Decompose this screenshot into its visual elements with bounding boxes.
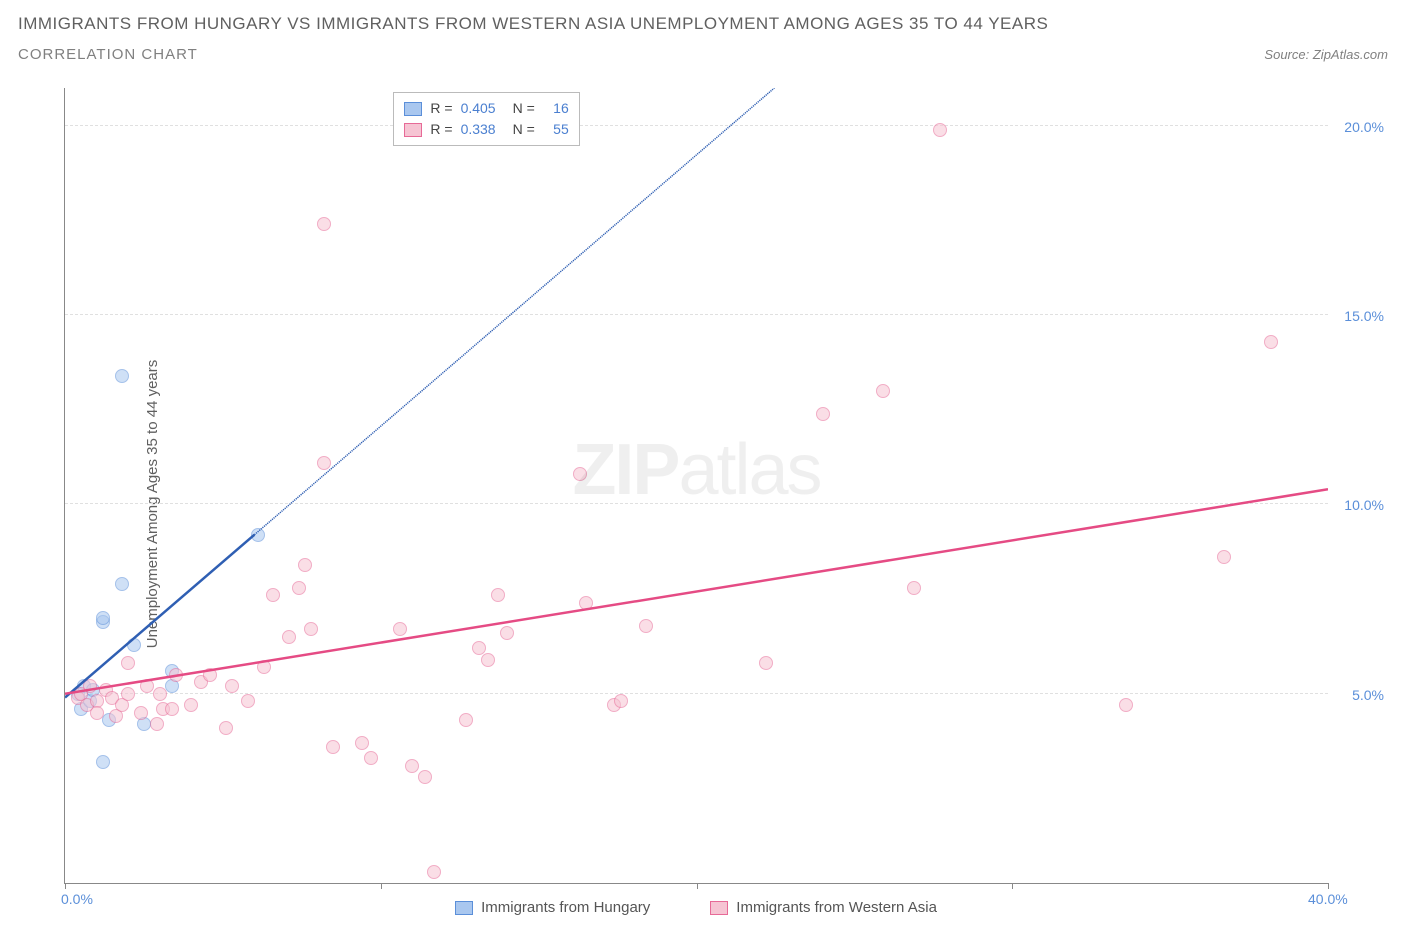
legend-label: Immigrants from Western Asia: [736, 899, 937, 916]
x-tick: [1328, 883, 1329, 889]
data-point: [127, 638, 141, 652]
data-point: [573, 467, 587, 481]
data-point: [282, 630, 296, 644]
y-tick-label: 10.0%: [1344, 497, 1384, 513]
y-tick-label: 15.0%: [1344, 308, 1384, 324]
chart-title: IMMIGRANTS FROM HUNGARY VS IMMIGRANTS FR…: [18, 12, 1388, 36]
data-point: [153, 687, 167, 701]
data-point: [1217, 550, 1231, 564]
x-tick: [1012, 883, 1013, 889]
data-point: [481, 653, 495, 667]
legend-r-value: 0.405: [461, 98, 505, 119]
data-point: [393, 622, 407, 636]
legend-row: R = 0.338 N = 55: [404, 119, 568, 140]
data-point: [933, 123, 947, 137]
data-point: [96, 755, 110, 769]
data-point: [614, 694, 628, 708]
data-point: [184, 698, 198, 712]
x-tick: [697, 883, 698, 889]
data-point: [298, 558, 312, 572]
data-point: [579, 596, 593, 610]
data-point: [491, 588, 505, 602]
chart-subtitle: CORRELATION CHART: [18, 46, 198, 63]
data-point: [225, 679, 239, 693]
data-point: [1119, 698, 1133, 712]
legend-r-label: R =: [430, 98, 452, 119]
chart-container: Unemployment Among Ages 35 to 44 years Z…: [18, 88, 1388, 920]
gridline: [65, 503, 1328, 504]
data-point: [355, 736, 369, 750]
data-point: [90, 706, 104, 720]
data-point: [241, 694, 255, 708]
legend-r-label: R =: [430, 119, 452, 140]
watermark: ZIPatlas: [572, 429, 820, 511]
legend-n-label: N =: [513, 98, 535, 119]
data-point: [165, 702, 179, 716]
data-point: [121, 656, 135, 670]
data-point: [418, 770, 432, 784]
data-point: [500, 626, 514, 640]
legend-swatch: [455, 901, 473, 915]
correlation-legend: R = 0.405 N = 16 R = 0.338 N = 55: [393, 92, 579, 146]
gridline: [65, 125, 1328, 126]
bottom-legend: Immigrants from Hungary Immigrants from W…: [64, 899, 1328, 916]
data-point: [876, 384, 890, 398]
x-tick: [65, 883, 66, 889]
data-point: [219, 721, 233, 735]
plot-area: ZIPatlas 5.0%10.0%15.0%20.0%0.0%40.0%R =…: [64, 88, 1328, 884]
data-point: [759, 656, 773, 670]
legend-swatch: [404, 123, 422, 137]
legend-n-label: N =: [513, 119, 535, 140]
data-point: [459, 713, 473, 727]
legend-n-value: 16: [543, 98, 569, 119]
data-point: [317, 456, 331, 470]
data-point: [83, 679, 97, 693]
data-point: [96, 611, 110, 625]
data-point: [115, 577, 129, 591]
legend-r-value: 0.338: [461, 119, 505, 140]
legend-label: Immigrants from Hungary: [481, 899, 650, 916]
data-point: [304, 622, 318, 636]
data-point: [115, 369, 129, 383]
data-point: [816, 407, 830, 421]
data-point: [907, 581, 921, 595]
data-point: [639, 619, 653, 633]
data-point: [1264, 335, 1278, 349]
gridline: [65, 314, 1328, 315]
legend-item: Immigrants from Western Asia: [710, 899, 937, 916]
data-point: [150, 717, 164, 731]
y-tick-label: 20.0%: [1344, 119, 1384, 135]
data-point: [326, 740, 340, 754]
data-point: [266, 588, 280, 602]
data-point: [405, 759, 419, 773]
source-attribution: Source: ZipAtlas.com: [1264, 47, 1388, 62]
data-point: [251, 528, 265, 542]
data-point: [203, 668, 217, 682]
data-point: [427, 865, 441, 879]
legend-n-value: 55: [543, 119, 569, 140]
legend-row: R = 0.405 N = 16: [404, 98, 568, 119]
data-point: [317, 217, 331, 231]
data-point: [292, 581, 306, 595]
x-tick: [381, 883, 382, 889]
data-point: [134, 706, 148, 720]
data-point: [364, 751, 378, 765]
data-point: [121, 687, 135, 701]
legend-swatch: [710, 901, 728, 915]
gridline: [65, 693, 1328, 694]
legend-swatch: [404, 102, 422, 116]
data-point: [257, 660, 271, 674]
y-tick-label: 5.0%: [1352, 687, 1384, 703]
data-point: [169, 668, 183, 682]
legend-item: Immigrants from Hungary: [455, 899, 650, 916]
